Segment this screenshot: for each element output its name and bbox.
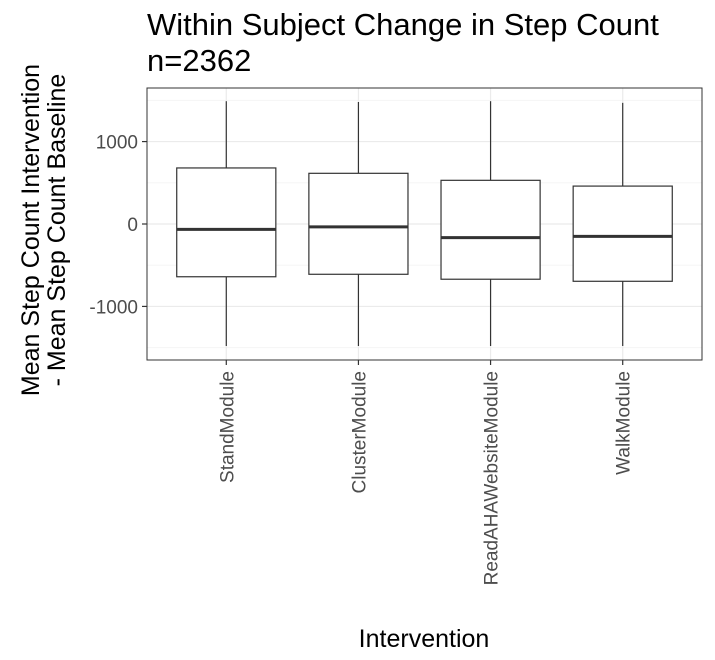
y-tick-label: -1000 xyxy=(89,297,138,318)
x-tick-label: WalkModule xyxy=(614,371,635,475)
axis-layer: 1000 0 -1000 StandModule ClusterModule ReadAH… xyxy=(89,133,634,586)
x-tick-label: ClusterModule xyxy=(349,371,370,494)
y-axis-title-line1: Mean Step Count Intervention xyxy=(17,64,45,396)
panel-border xyxy=(146,87,703,361)
box-layer xyxy=(176,101,673,346)
y-tick-label: 0 xyxy=(127,215,138,236)
box-iqr xyxy=(176,167,277,278)
chart-subtitle: n=2362 xyxy=(147,43,251,78)
box-ReadAHAWebsiteModule xyxy=(440,101,541,346)
box-iqr xyxy=(308,172,409,275)
box-WalkModule xyxy=(572,102,673,346)
box-StandModule xyxy=(176,101,277,346)
x-tick-label: ReadAHAWebsiteModule xyxy=(482,371,503,585)
chart-title: Within Subject Change in Step Count xyxy=(147,7,659,42)
box-ClusterModule xyxy=(308,102,409,346)
box-iqr xyxy=(440,179,541,280)
box-iqr xyxy=(572,185,673,282)
x-axis-title: Intervention xyxy=(359,625,490,653)
x-tick-label: StandModule xyxy=(217,371,238,483)
y-tick-label: 1000 xyxy=(96,133,138,154)
y-axis-title-line2: - Mean Step Count Baseline xyxy=(43,74,71,387)
